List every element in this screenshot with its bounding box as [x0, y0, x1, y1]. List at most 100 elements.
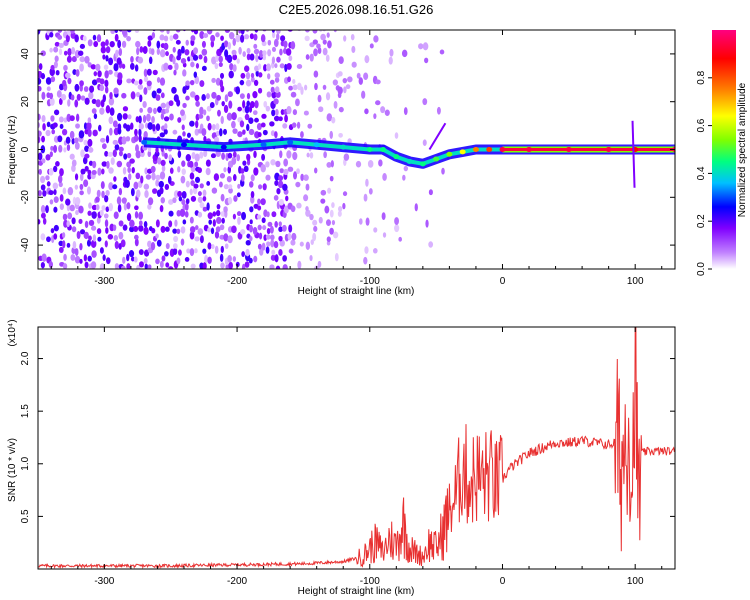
- spectrogram-cell: [223, 233, 229, 242]
- spectrogram-cell: [57, 34, 63, 40]
- spectrogram-cell: [199, 235, 204, 244]
- spectrogram-cell: [259, 248, 264, 256]
- spectrogram-cell: [137, 84, 144, 90]
- spectrogram-cell: [117, 72, 123, 81]
- ridge-point: [419, 161, 426, 167]
- spectrogram-cell: [258, 184, 263, 190]
- spectrogram-cell: [139, 261, 144, 268]
- spectrogram-cell: [266, 63, 271, 72]
- spectrogram-cell: [382, 232, 387, 238]
- spectrogram-cell: [218, 55, 223, 63]
- spectrogram-cell: [229, 63, 234, 71]
- spectrogram-cell: [143, 226, 149, 235]
- spectrogram-cell: [69, 130, 75, 140]
- spectrogram-cell: [281, 224, 287, 232]
- spectrogram-cell: [232, 54, 238, 61]
- spectrogram-cell: [232, 128, 238, 134]
- spectrogram-cell: [279, 150, 283, 159]
- spectrogram-cell: [121, 197, 127, 204]
- spectrogram-cell: [205, 93, 210, 100]
- spectrogram-cell: [185, 153, 192, 162]
- spectrogram-cell: [236, 192, 241, 198]
- spectrogram-cell: [109, 127, 113, 136]
- spectrogram-cell: [194, 248, 198, 254]
- spectrogram-cell: [278, 221, 282, 227]
- spectrogram-cell: [134, 205, 139, 211]
- spectrogram-cell: [185, 202, 189, 211]
- colorbar-label: Normalized spectral amplitude: [737, 82, 748, 217]
- spectrogram-cell: [207, 227, 212, 233]
- spectrogram-cell: [389, 48, 394, 57]
- spectrogram-cell: [142, 114, 147, 124]
- snr-ytick-label: 0.5: [20, 509, 31, 523]
- spectrogram-cell: [156, 40, 161, 49]
- spectrogram-cell: [292, 84, 298, 91]
- spectrogram-cell: [121, 92, 127, 99]
- spectrogram-cell: [327, 187, 332, 194]
- spectrogram-cell: [375, 79, 381, 85]
- spectrogram-cell: [49, 92, 54, 100]
- spectrogram-cell: [168, 266, 174, 269]
- spectrogram-cell: [331, 116, 336, 124]
- spectrogram-cell: [83, 231, 89, 240]
- spectrogram-cell: [55, 70, 60, 76]
- spectrogram-cell: [270, 86, 275, 94]
- spectrogram-cell: [246, 100, 251, 107]
- spectrogram-cell: [128, 173, 132, 181]
- spectrogram-cell: [108, 167, 114, 174]
- spectrogram-cell: [138, 211, 144, 220]
- spectrogram-cell: [351, 45, 356, 54]
- spectrogram-cell: [364, 246, 369, 254]
- spectrogram-cell: [215, 210, 221, 217]
- spectrogram-cell: [428, 189, 433, 196]
- spectrogram-cell: [153, 107, 157, 115]
- spectrogram-cell: [249, 101, 255, 109]
- spectrogram-cell: [125, 124, 131, 132]
- ridge-point: [565, 147, 572, 152]
- spectrogram-cell: [219, 224, 225, 231]
- spectrogram-cell: [55, 161, 60, 167]
- spectrogram-cell: [325, 92, 331, 101]
- spectrogram-cell: [143, 130, 148, 139]
- spectrogram-cell: [173, 235, 179, 243]
- spectrogram-cell: [62, 128, 68, 136]
- spectrogram-cell: [326, 162, 332, 168]
- ridge-point: [486, 147, 493, 152]
- spectrogram-cell: [240, 173, 245, 182]
- spectrogram-cell: [184, 211, 189, 218]
- spectrogram-cell: [88, 146, 94, 153]
- spectrogram-cell: [79, 43, 86, 49]
- spectrogram-cell: [375, 100, 381, 106]
- spectrogram-cell: [98, 124, 102, 132]
- spectrogram-cell: [195, 100, 200, 107]
- spectrogram-cell: [265, 105, 271, 112]
- spectrogram-cell: [90, 64, 96, 70]
- spectrogram-cell: [303, 110, 309, 116]
- spectrogram-cell: [262, 129, 268, 136]
- spectrogram-cell: [146, 80, 152, 87]
- spectrogram-cell: [181, 124, 185, 131]
- spectrogram-cell: [181, 160, 186, 167]
- spectrogram-cell: [333, 101, 338, 109]
- spectrogram-cell: [305, 183, 310, 191]
- spectrogram-cell: [181, 168, 186, 175]
- spectrogram-cell: [53, 224, 59, 232]
- spectrogram-cell: [71, 137, 75, 145]
- spectrogram-cell: [106, 160, 110, 169]
- spectrogram-cell: [219, 173, 226, 179]
- spectrogram-cell: [227, 41, 232, 50]
- spectrogram-cell: [45, 175, 50, 181]
- spectrogram-cell: [171, 86, 177, 94]
- spectrogram-cell: [279, 63, 285, 69]
- spectrogram-cell: [373, 227, 378, 233]
- spectrogram-cell: [74, 34, 79, 43]
- spectrogram-cell: [164, 152, 168, 160]
- spectrogram-cell: [190, 263, 196, 269]
- spectrogram-cell: [309, 152, 314, 159]
- spectrogram-cell: [54, 55, 59, 62]
- spectrogram-cell: [244, 105, 250, 114]
- spectrogram-cell: [169, 35, 174, 42]
- spectrogram-cell: [159, 171, 166, 180]
- spectrogram-cell: [143, 87, 148, 95]
- spectrogram-cell: [240, 30, 245, 35]
